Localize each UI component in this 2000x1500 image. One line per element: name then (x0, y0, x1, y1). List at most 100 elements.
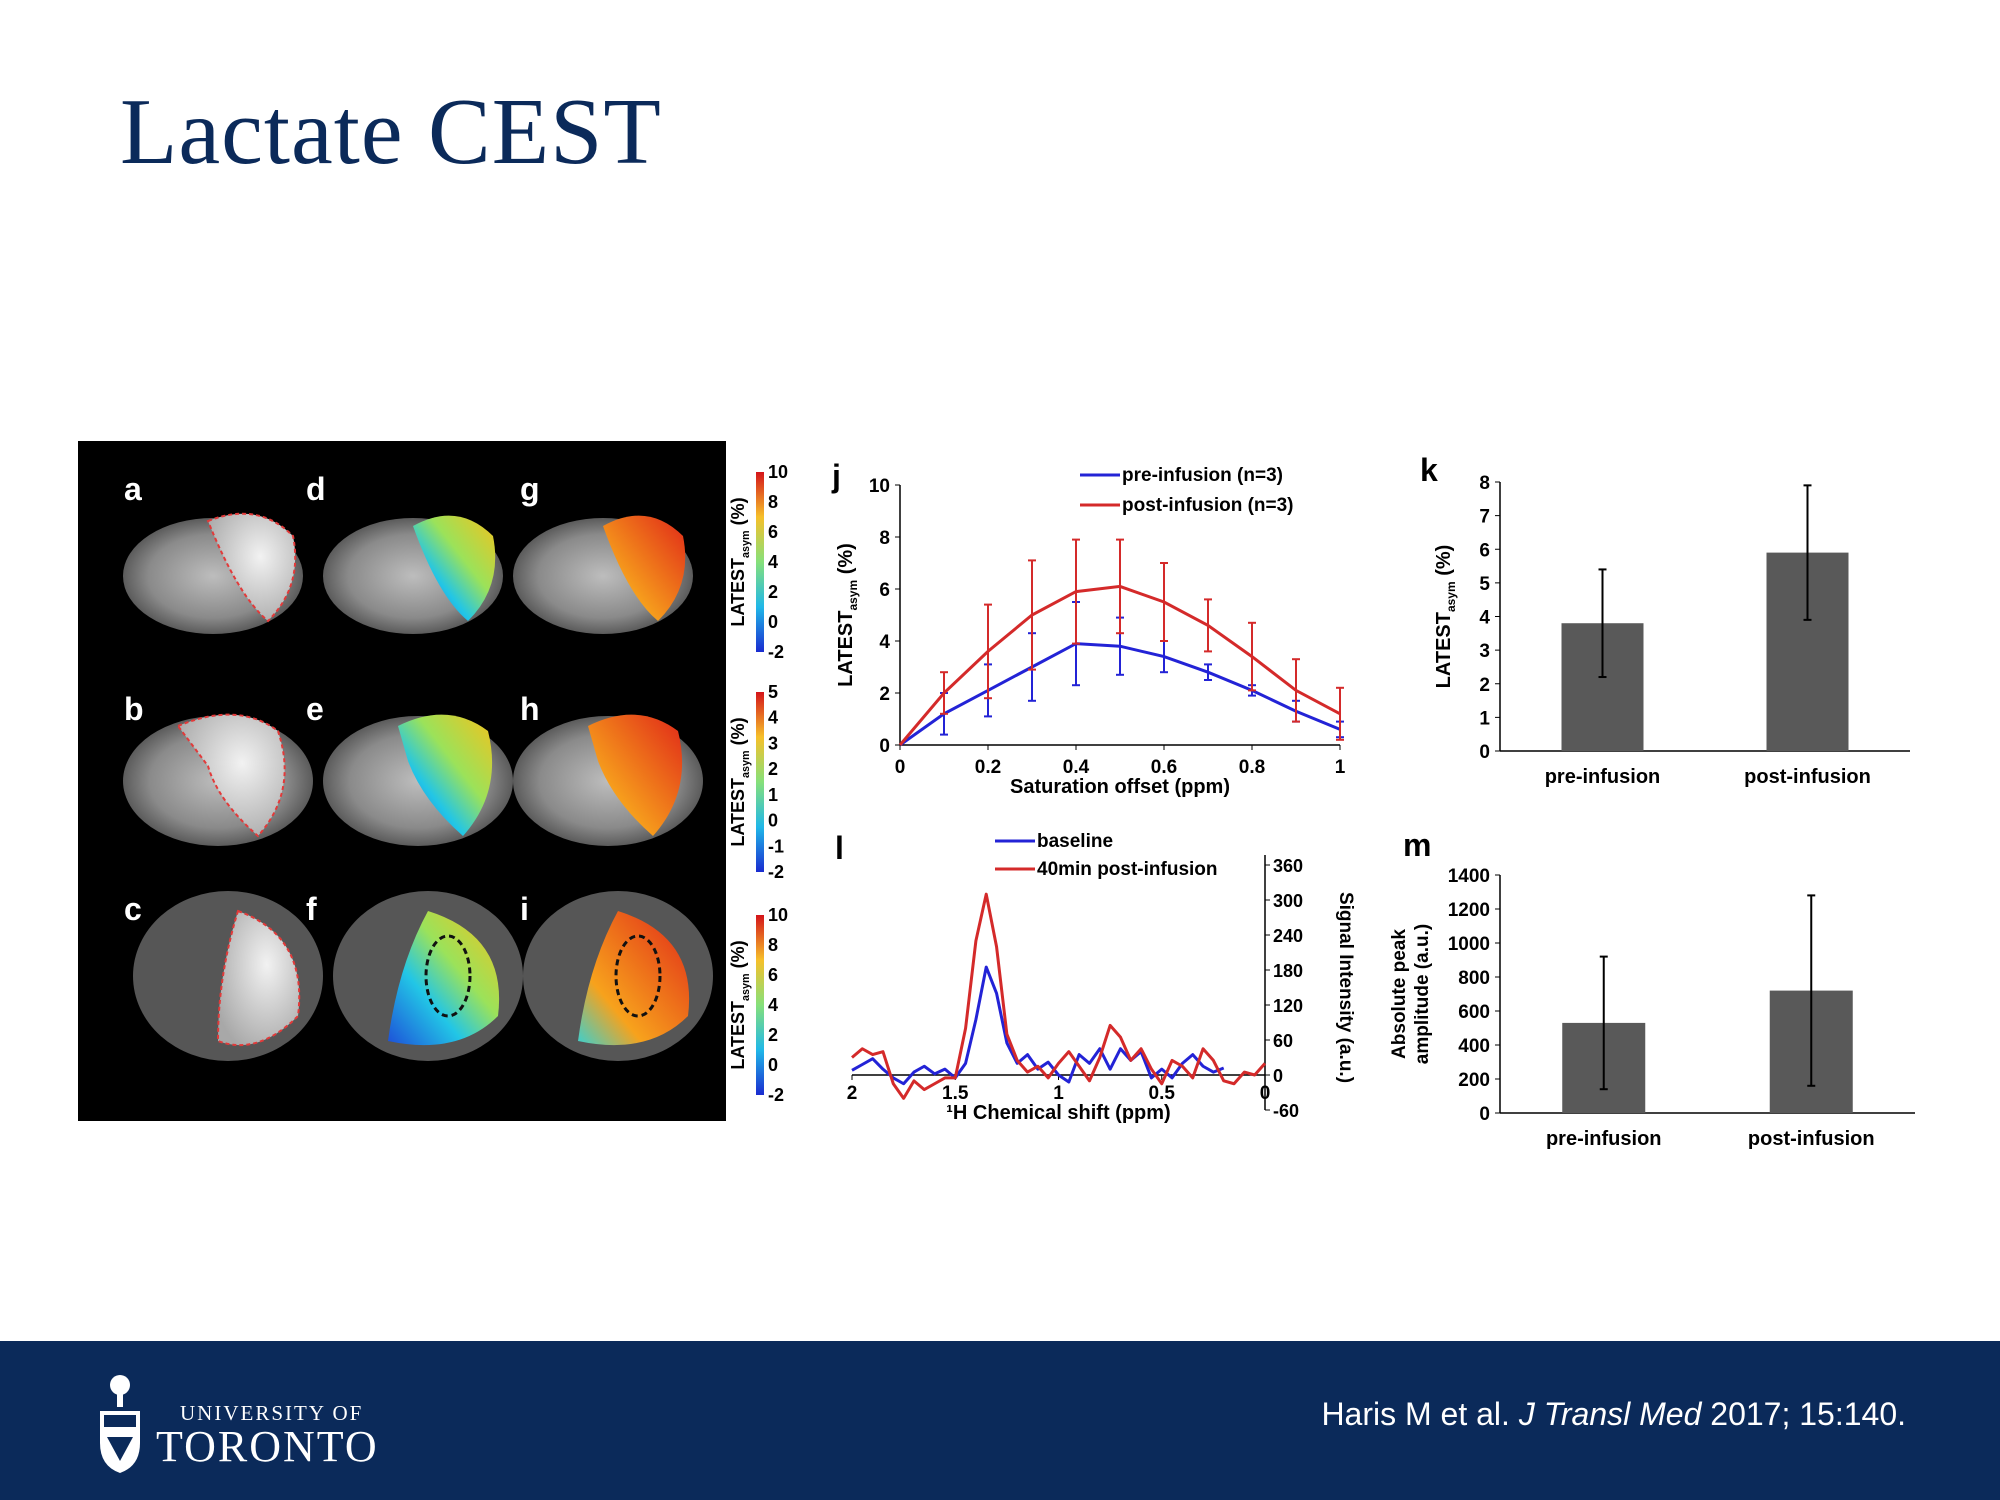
colorbar-tick: 1 (768, 785, 778, 805)
mri-a (123, 512, 303, 634)
legend-label: post-infusion (n=3) (1122, 495, 1294, 516)
panel-label-b: b (124, 691, 144, 727)
mri-c (133, 891, 323, 1061)
colorbar-label-3: LATESTasym (%) (728, 940, 752, 1069)
colorbar-tick: 4 (768, 708, 778, 728)
citation: Haris M et al. J Transl Med 2017; 15:140… (1321, 1396, 1906, 1433)
y-tick-label: 600 (1458, 1002, 1490, 1023)
colorbar-tick: 10 (768, 462, 788, 482)
colorbar-tick: 8 (768, 935, 778, 955)
colorbar-tick: -2 (768, 862, 784, 882)
colorbar-tick: -1 (768, 836, 784, 856)
y-tick-label: 0 (879, 736, 890, 757)
y-tick-label: 240 (1273, 926, 1303, 946)
y-axis-label: Signal Intensity (a.u.) (1335, 892, 1356, 1083)
mri-f (333, 891, 523, 1061)
colorbar-label-1: LATESTasym (%) (728, 497, 752, 626)
panel-label-e: e (306, 691, 324, 727)
colorbar-tick: 6 (768, 965, 778, 985)
legend-label: pre-infusion (n=3) (1122, 465, 1283, 486)
chart-k: 0 1 2 3 4 5 6 7 8 pre-infusion post-infusion LATEST… (1433, 473, 1910, 788)
colorbar-tick: 6 (768, 522, 778, 542)
y-tick-label: 2 (879, 684, 890, 705)
panel-label-k: k (1420, 452, 1438, 488)
chart-j: 0 2 4 6 8 10 0 0.2 0.4 0.6 0.8 1 Saturation offset (… (835, 465, 1346, 798)
citation-authors: Haris M et al. (1321, 1396, 1519, 1432)
colorbar-tick: 4 (768, 552, 778, 572)
x-tick-label: 0.6 (1151, 757, 1177, 778)
footer-bar (0, 1341, 2000, 1500)
y-tick-label: 1400 (1448, 866, 1490, 887)
y-tick-label: 6 (1479, 540, 1490, 561)
x-axis-label: Saturation offset (ppm) (1010, 776, 1230, 798)
logo-university-of: UNIVERSITY OF (180, 1401, 364, 1425)
series-line-2 (851, 892, 1267, 1100)
x-tick-label: 0.8 (1239, 757, 1265, 778)
y-tick-label: 8 (879, 528, 890, 549)
colorbar-3 (756, 915, 764, 1095)
colorbar-tick: 8 (768, 492, 778, 512)
x-axis-label: ¹H Chemical shift (ppm) (946, 1102, 1170, 1124)
x-category-label: post-infusion (1748, 1128, 1875, 1150)
y-tick-label: 3 (1479, 641, 1490, 662)
slide-title: Lactate CEST (120, 80, 662, 184)
x-tick-label: 1 (1053, 1083, 1064, 1104)
mri-h (513, 714, 703, 846)
y-tick-label: 200 (1458, 1070, 1490, 1091)
colorbar-tick: 2 (768, 582, 778, 602)
colorbar-tick: -2 (768, 642, 784, 662)
panel-label-h: h (520, 691, 540, 727)
colorbar-tick: 0 (768, 811, 778, 831)
mri-e (323, 714, 513, 846)
panel-label-j: j (832, 458, 841, 494)
colorbar-tick: 2 (768, 1025, 778, 1045)
y-tick-label: 0 (1479, 1104, 1490, 1125)
y-axis-label: LATESTasym (%) (1433, 545, 1458, 689)
y-tick-label: 0 (1479, 742, 1490, 763)
colorbar-label-2: LATESTasym (%) (728, 717, 752, 846)
logo-toronto: TORONTO (156, 1422, 379, 1471)
citation-rest: 2017; 15:140. (1701, 1396, 1906, 1432)
x-category-label: pre-infusion (1545, 766, 1661, 788)
y-tick-label: 360 (1273, 856, 1303, 876)
panel-label-c: c (124, 891, 142, 927)
colorbar-tick: 0 (768, 612, 778, 632)
mri-d (323, 515, 503, 634)
panel-label-g: g (520, 471, 540, 507)
colorbar-tick: 0 (768, 1055, 778, 1075)
colorbar-tick: 3 (768, 733, 778, 753)
x-category-label: post-infusion (1744, 766, 1871, 788)
panel-label-d: d (306, 471, 326, 507)
mri-g (513, 515, 693, 634)
y-tick-label: 4 (879, 632, 890, 653)
x-tick-label: 0.5 (1149, 1083, 1176, 1104)
mri-i (523, 891, 713, 1061)
y-tick-label: 800 (1458, 968, 1490, 989)
y-tick-label: 0 (1273, 1066, 1283, 1086)
x-tick-label: 1.5 (942, 1083, 969, 1104)
mri-b (123, 713, 313, 846)
y-tick-label: 1000 (1448, 934, 1490, 955)
colorbar-tick: 2 (768, 759, 778, 779)
y-tick-label: -60 (1273, 1101, 1299, 1121)
y-tick-label: 4 (1479, 608, 1490, 629)
mri-images (123, 512, 713, 1061)
x-tick-label: 0 (895, 757, 906, 778)
panel-label-i: i (520, 891, 529, 927)
y-tick-label: 300 (1273, 891, 1303, 911)
panel-label-m: m (1403, 827, 1432, 863)
university-crest-icon (100, 1375, 140, 1473)
x-category-label: pre-infusion (1546, 1128, 1662, 1150)
colorbar-1 (756, 472, 764, 652)
mri-image-grid: a d g b e h c f i (78, 441, 726, 1121)
y-tick-label: 5 (1479, 574, 1490, 595)
panel-label-f: f (306, 891, 317, 927)
y-tick-label: 8 (1479, 473, 1490, 494)
x-tick-label: 0.2 (975, 757, 1001, 778)
y-axis-label: Absolute peak (1389, 929, 1410, 1059)
x-tick-label: 1 (1335, 757, 1346, 778)
y-axis-label: LATESTasym (%) (835, 543, 860, 687)
panel-label-a: a (124, 471, 142, 507)
